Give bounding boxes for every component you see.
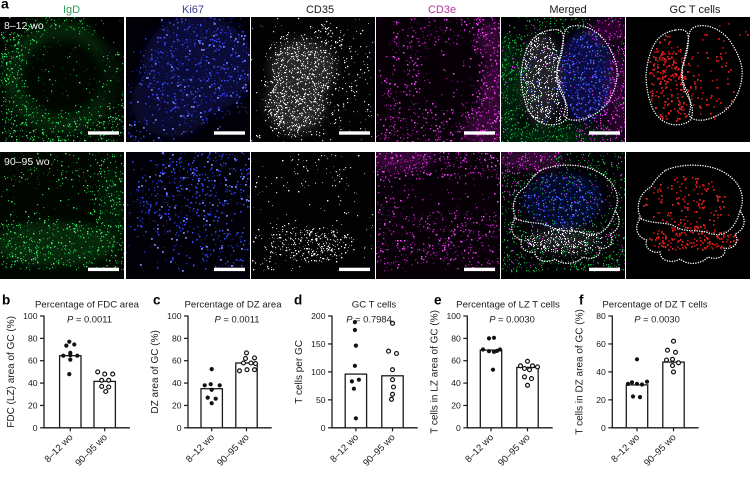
- svg-text:40: 40: [28, 378, 38, 388]
- svg-text:b: b: [2, 293, 10, 308]
- svg-text:Percentage of DZ area: Percentage of DZ area: [184, 300, 282, 311]
- svg-text:20: 20: [28, 400, 38, 410]
- svg-text:8–12 wo: 8–12 wo: [4, 20, 44, 32]
- svg-text:40: 40: [596, 367, 606, 377]
- svg-text:0: 0: [456, 423, 461, 433]
- svg-text:50: 50: [316, 395, 326, 405]
- svg-text:P = 0.0011: P = 0.0011: [215, 314, 260, 325]
- svg-text:Percentage of FDC area: Percentage of FDC area: [35, 300, 140, 311]
- svg-text:60: 60: [28, 356, 38, 366]
- svg-text:T cells in DZ area of GC (%): T cells in DZ area of GC (%): [574, 309, 585, 434]
- svg-text:FDC (LZ) area of GC (%): FDC (LZ) area of GC (%): [6, 316, 17, 428]
- svg-text:200: 200: [311, 311, 326, 321]
- svg-text:20: 20: [596, 395, 606, 405]
- svg-text:100: 100: [311, 367, 326, 377]
- svg-text:IgD: IgD: [63, 4, 80, 16]
- svg-text:80: 80: [28, 333, 38, 343]
- svg-text:100: 100: [167, 311, 182, 321]
- svg-text:T cells in LZ area of GC (%): T cells in LZ area of GC (%): [429, 310, 440, 434]
- svg-text:P = 0.0030: P = 0.0030: [634, 314, 680, 325]
- svg-text:CD35: CD35: [306, 4, 334, 16]
- svg-text:40: 40: [172, 378, 182, 388]
- svg-text:Merged: Merged: [549, 4, 586, 16]
- svg-text:0: 0: [33, 423, 38, 433]
- svg-text:Ki67: Ki67: [182, 4, 204, 16]
- svg-text:T cells per GC: T cells per GC: [294, 340, 305, 404]
- svg-text:60: 60: [451, 356, 461, 366]
- svg-text:P = 0.7984: P = 0.7984: [346, 314, 392, 325]
- svg-text:CD3e: CD3e: [428, 4, 456, 16]
- svg-text:80: 80: [596, 311, 606, 321]
- svg-text:0: 0: [177, 423, 182, 433]
- svg-text:60: 60: [172, 356, 182, 366]
- svg-text:Percentage of LZ T cells: Percentage of LZ T cells: [456, 300, 560, 311]
- svg-text:e: e: [434, 293, 442, 308]
- svg-text:20: 20: [172, 400, 182, 410]
- svg-text:GC T cells: GC T cells: [352, 300, 397, 311]
- svg-text:40: 40: [451, 378, 461, 388]
- svg-text:P = 0.0030: P = 0.0030: [489, 314, 535, 325]
- svg-text:100: 100: [446, 311, 461, 321]
- svg-text:100: 100: [23, 311, 38, 321]
- svg-text:80: 80: [172, 333, 182, 343]
- svg-text:0: 0: [321, 423, 326, 433]
- svg-text:150: 150: [311, 339, 326, 349]
- svg-text:f: f: [579, 293, 584, 308]
- svg-text:80: 80: [451, 333, 461, 343]
- svg-text:60: 60: [596, 339, 606, 349]
- svg-text:DZ area of GC (%): DZ area of GC (%): [150, 330, 161, 413]
- svg-text:Percentage of DZ T cells: Percentage of DZ T cells: [602, 300, 707, 311]
- svg-text:90–95 wo: 90–95 wo: [4, 156, 50, 168]
- svg-text:GC T cells: GC T cells: [670, 4, 721, 16]
- svg-text:0: 0: [601, 423, 606, 433]
- svg-text:20: 20: [451, 400, 461, 410]
- svg-text:a: a: [1, 0, 9, 12]
- svg-text:d: d: [294, 293, 302, 308]
- svg-text:P = 0.0011: P = 0.0011: [67, 314, 112, 325]
- svg-text:c: c: [153, 293, 161, 308]
